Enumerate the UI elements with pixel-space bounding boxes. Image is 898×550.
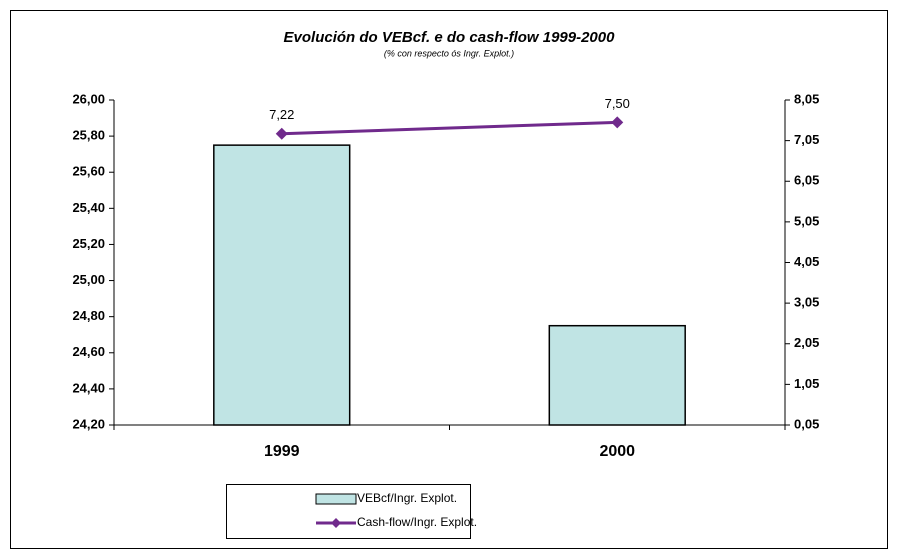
y-tick-label: 25,00 [72, 272, 105, 287]
chart-border [10, 10, 888, 549]
y2-tick-label: 5,05 [794, 213, 819, 228]
x-tick-label: 1999 [264, 443, 300, 460]
legend-marker [331, 518, 341, 528]
legend-label: Cash-flow/Ingr. Explot. [357, 515, 477, 529]
y2-tick-label: 1,05 [794, 376, 819, 391]
y2-tick-label: 3,05 [794, 295, 819, 310]
y2-tick-label: 2,05 [794, 335, 819, 350]
y-tick-label: 25,60 [72, 164, 105, 179]
y2-tick-label: 6,05 [794, 173, 819, 188]
bar [213, 144, 351, 426]
y-tick-label: 24,60 [72, 344, 105, 359]
y-tick-label: 25,80 [72, 128, 105, 143]
legend-label: VEBcf/Ingr. Explot. [357, 491, 457, 505]
y-tick-label: 24,80 [72, 308, 105, 323]
legend-swatch [315, 493, 357, 505]
y-tick-label: 25,20 [72, 236, 105, 251]
data-label: 7,22 [269, 107, 294, 122]
y2-tick-label: 0,05 [794, 416, 819, 431]
y-tick-label: 24,40 [72, 380, 105, 395]
chart-title: Evolución do VEBcf. e do cash-flow 1999-… [284, 29, 616, 46]
x-tick-label: 2000 [599, 443, 635, 460]
line-marker [275, 127, 288, 140]
y-tick-label: 24,20 [72, 416, 105, 431]
y-tick-label: 26,00 [72, 91, 105, 106]
chart-subtitle: (% con respecto ós Ingr. Explot.) [384, 48, 514, 58]
y-tick-label: 25,40 [72, 200, 105, 215]
y2-tick-label: 7,05 [794, 132, 819, 147]
line [281, 120, 618, 136]
data-label: 7,50 [605, 96, 630, 111]
bar [548, 324, 686, 426]
y2-tick-label: 8,05 [794, 91, 819, 106]
line-marker [611, 116, 624, 129]
y2-tick-label: 4,05 [794, 254, 819, 269]
